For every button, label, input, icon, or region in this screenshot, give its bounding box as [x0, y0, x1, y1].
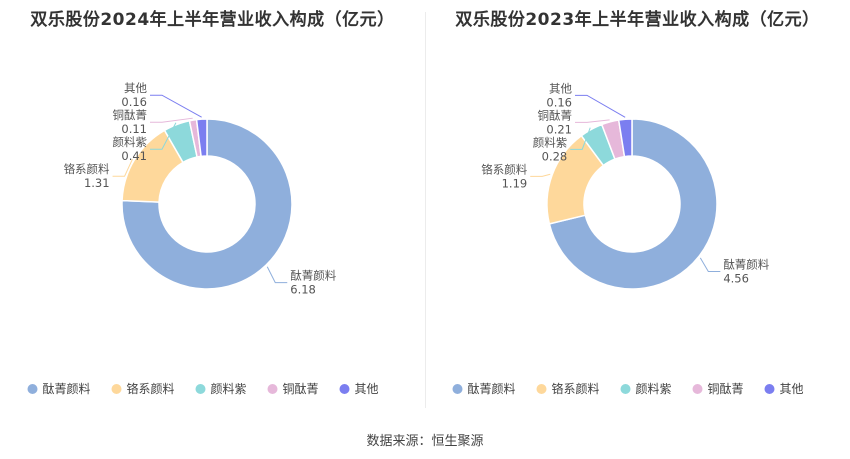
leader-line-1: [266, 266, 288, 284]
chart-title-2024: 双乐股份2024年上半年营业收入构成（亿元）: [30, 10, 395, 30]
slice-value-label: 1.31: [84, 176, 110, 190]
slice-name-label: 颜料紫: [533, 135, 568, 149]
legend-marker-2[interactable]: [536, 384, 547, 394]
legend-marker-4[interactable]: [692, 384, 703, 394]
slice-name-label: 其他: [549, 81, 572, 95]
legend-marker-3[interactable]: [195, 384, 206, 394]
legend-label-2[interactable]: 铬系颜料: [127, 381, 175, 396]
legend-marker-4[interactable]: [267, 384, 278, 394]
slice-value-label: 6.18: [290, 283, 316, 297]
legend-label-2[interactable]: 铬系颜料: [552, 381, 600, 396]
slice-name-label: 铜酞菁: [538, 108, 573, 122]
legend-marker-1[interactable]: [452, 384, 463, 394]
leader-line-4: [575, 119, 610, 123]
data-source-note: 数据来源：恒生聚源: [366, 434, 484, 449]
slice-name-label: 酞菁颜料: [723, 257, 769, 271]
pie-slice-1: [121, 118, 293, 290]
slice-name-label: 铬系颜料: [481, 162, 527, 176]
slice-name-label: 铜酞菁: [113, 108, 148, 122]
slice-value-label: 4.56: [723, 271, 749, 285]
slice-name-label: 铬系颜料: [64, 162, 110, 176]
leader-line-3: [570, 127, 591, 150]
leader-line-4: [150, 117, 193, 123]
slice-value-label: 0.28: [542, 149, 568, 163]
chart-panel-2024: 双乐股份2024年上半年营业收入构成（亿元） 酞菁颜料 6.18 其他 0.16 铜酞菁…: [0, 0, 425, 410]
panel-divider: [425, 12, 426, 408]
legend-label-3[interactable]: 颜料紫: [211, 381, 247, 396]
leader-line-2: [112, 158, 134, 177]
slice-name-label: 酞菁颜料: [290, 269, 336, 283]
legend-marker-5[interactable]: [764, 384, 775, 394]
donut-chart-2024: 酞菁颜料6.18其他0.16铜酞菁0.11颜料紫0.41铬系颜料1.31酞菁颜料…: [27, 81, 379, 396]
leader-line-2: [530, 173, 551, 177]
legend-marker-1[interactable]: [27, 384, 38, 394]
slice-name-label: 颜料紫: [113, 135, 148, 149]
legend-label-4[interactable]: 铜酞菁: [283, 381, 319, 396]
legend-label-3[interactable]: 颜料紫: [636, 381, 672, 396]
slice-value-label: 0.41: [121, 149, 147, 163]
legend-marker-2[interactable]: [111, 384, 122, 394]
legend-marker-3[interactable]: [620, 384, 631, 394]
pie-slice-5: [617, 118, 633, 158]
slice-value-label: 0.16: [546, 95, 572, 109]
slice-value-label: 0.11: [121, 122, 147, 136]
legend-marker-5[interactable]: [339, 384, 350, 394]
pie-slice-5: [195, 118, 208, 158]
legend-label-5[interactable]: 其他: [780, 382, 804, 396]
donut-chart-2023: 酞菁颜料4.56其他0.16铜酞菁0.21颜料紫0.28铬系颜料1.19酞菁颜料…: [452, 81, 804, 396]
legend-label-4[interactable]: 铜酞菁: [708, 381, 744, 396]
slice-value-label: 0.21: [546, 122, 572, 136]
chart-title-2023: 双乐股份2023年上半年营业收入构成（亿元）: [455, 10, 820, 30]
legend-label-5[interactable]: 其他: [355, 382, 379, 396]
legend-label-1[interactable]: 酞菁颜料: [43, 381, 91, 396]
pie-slice-1: [548, 118, 718, 290]
slice-name-label: 其他: [124, 81, 147, 95]
leader-line-1: [699, 257, 721, 272]
legend-label-1[interactable]: 酞菁颜料: [468, 381, 516, 396]
chart-panel-2023: 双乐股份2023年上半年营业收入构成（亿元） 酞菁颜料 4.56 其他 0.16 铜酞菁…: [425, 0, 850, 410]
slice-value-label: 1.19: [502, 176, 528, 190]
leader-line-5: [575, 94, 626, 118]
leader-line-3: [150, 122, 177, 150]
leader-line-5: [150, 94, 202, 118]
slice-value-label: 0.16: [121, 95, 147, 109]
